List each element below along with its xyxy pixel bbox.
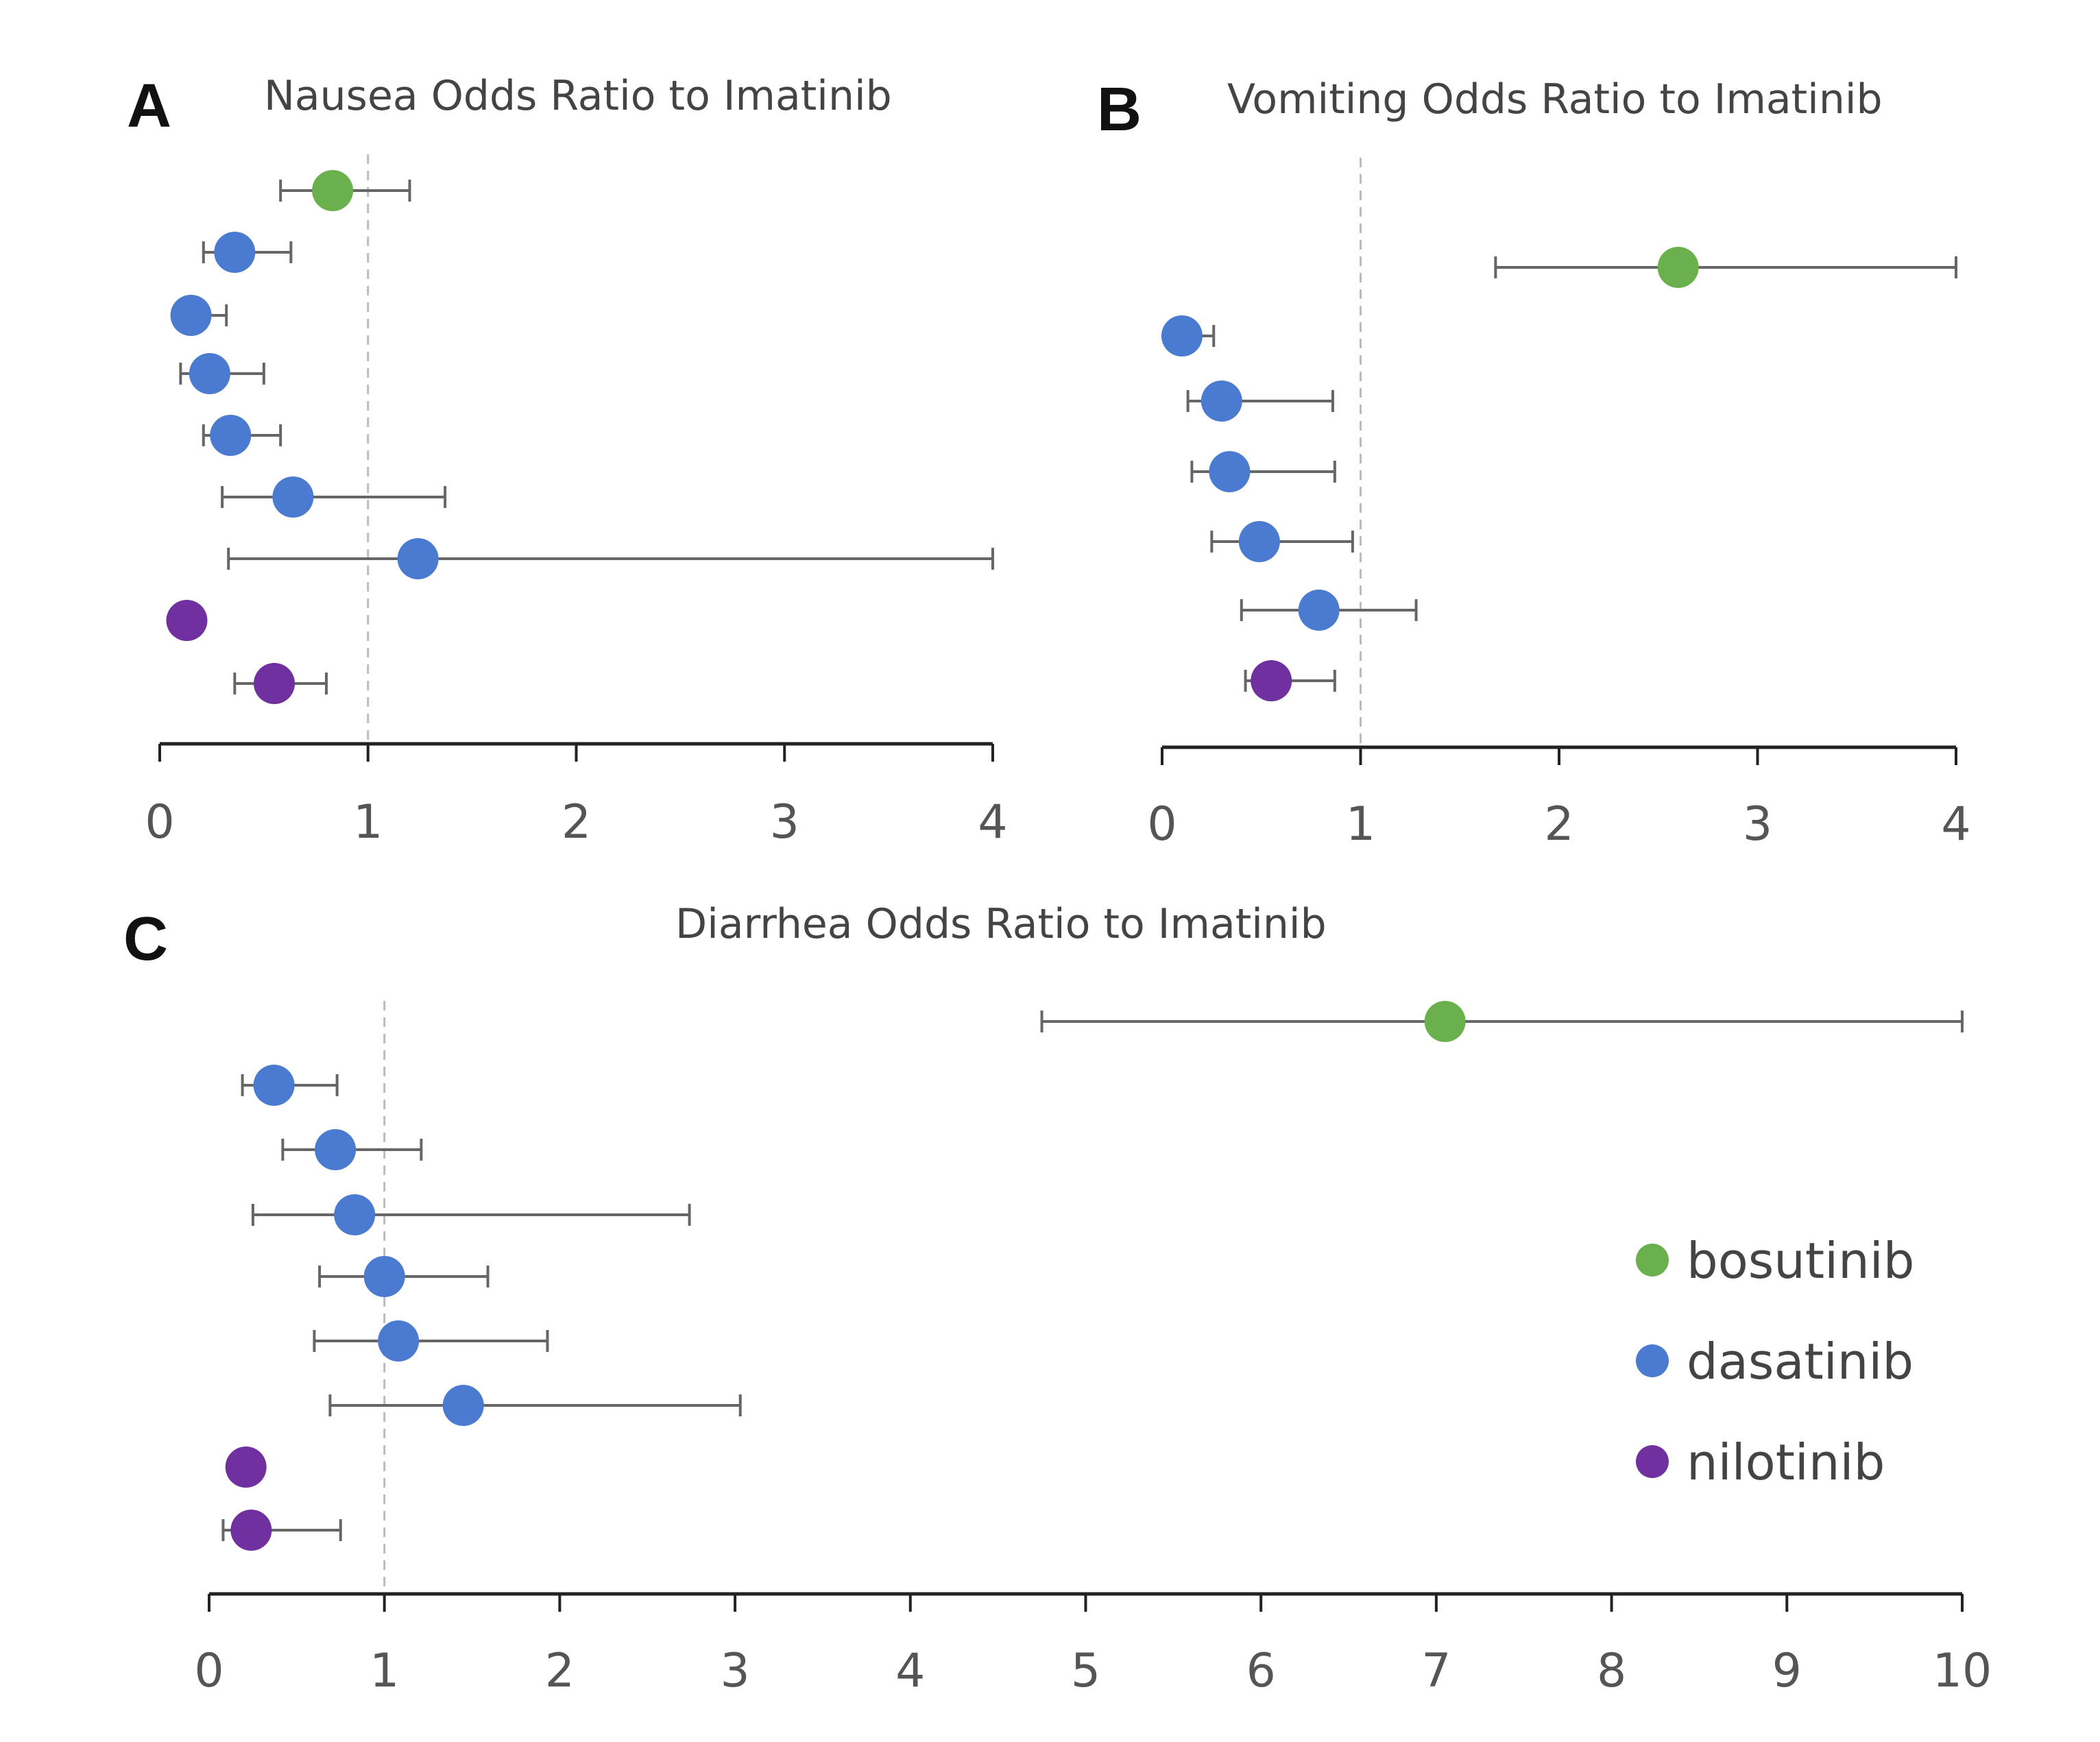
legend-marker xyxy=(1636,1445,1669,1478)
panel-c-point-bosutinib xyxy=(1040,1001,1964,1042)
panel-a-point-dasatinib xyxy=(170,295,228,336)
panel-a-x-tick-label: 1 xyxy=(353,795,383,849)
panel-c-plot: 0 1 2 3 4 5 6 7 8 9 10 xyxy=(194,1001,1992,1698)
panel-a-point-dasatinib xyxy=(227,538,994,579)
marker-dasatinib xyxy=(1161,315,1203,356)
panel-b-x-tick-label: 1 xyxy=(1346,797,1375,851)
marker-dasatinib xyxy=(442,1385,484,1426)
marker-dasatinib xyxy=(1238,521,1280,562)
legend-item-dasatinib: dasatinib xyxy=(1636,1333,1914,1390)
marker-nilotinib xyxy=(254,663,295,704)
panel-b-point-bosutinib xyxy=(1494,247,1957,288)
panel-c-title: Diarrhea Odds Ratio to Imatinib xyxy=(675,900,1327,948)
panel-b-title: Vomiting Odds Ratio to Imatinib xyxy=(1227,75,1883,123)
legend-label: dasatinib xyxy=(1687,1333,1914,1390)
legend-item-bosutinib: bosutinib xyxy=(1636,1232,1914,1290)
marker-dasatinib xyxy=(170,295,212,336)
panel-c-x-tick-label: 5 xyxy=(1071,1644,1100,1698)
panel-b-letter: B xyxy=(1097,75,1142,144)
panel-a-title: Nausea Odds Ratio to Imatinib xyxy=(264,72,892,120)
panel-a-point-dasatinib xyxy=(221,476,447,518)
panel-a-point-nilotinib xyxy=(166,600,208,641)
panel-b-plot: 0 1 2 3 4 xyxy=(1147,158,1971,851)
legend-marker xyxy=(1636,1244,1669,1277)
marker-dasatinib xyxy=(189,353,230,394)
panel-a-point-nilotinib xyxy=(233,663,328,704)
panel-b-point-dasatinib xyxy=(1161,315,1216,356)
marker-dasatinib xyxy=(253,1065,295,1106)
panel-b-point-dasatinib xyxy=(1186,380,1334,422)
marker-dasatinib xyxy=(272,476,314,518)
panel-b-x-tick-label: 0 xyxy=(1147,797,1176,851)
marker-nilotinib xyxy=(166,600,208,641)
marker-nilotinib xyxy=(1251,660,1292,701)
panel-c-x-tick-label: 7 xyxy=(1421,1644,1451,1698)
panel-c-point-nilotinib xyxy=(221,1510,342,1551)
panel-a-x-tick-label: 3 xyxy=(770,795,799,849)
panel-c-point-dasatinib xyxy=(281,1129,423,1170)
panel-a-point-dasatinib xyxy=(202,232,293,273)
legend: bosutinib dasatinib nilotinib xyxy=(1636,1232,1914,1491)
panel-c-letter: C xyxy=(123,905,168,973)
panel-b-point-dasatinib xyxy=(1240,590,1418,631)
panel-a-x-tick-label: 4 xyxy=(978,795,1007,849)
marker-dasatinib xyxy=(210,415,252,456)
marker-dasatinib xyxy=(214,232,256,273)
panel-c-x-tick-label: 9 xyxy=(1772,1644,1802,1698)
marker-dasatinib xyxy=(1200,380,1242,422)
panel-c-point-dasatinib xyxy=(251,1194,691,1235)
panel-a-point-bosutinib xyxy=(279,170,411,211)
panel-c-point-dasatinib xyxy=(328,1385,742,1426)
panel-c-x-tick-label: 4 xyxy=(895,1644,925,1698)
panel-c-point-dasatinib xyxy=(318,1256,490,1297)
panel-c-x-tick-label: 6 xyxy=(1246,1644,1276,1698)
panel-a-point-dasatinib xyxy=(179,353,265,394)
legend-label: bosutinib xyxy=(1687,1232,1914,1290)
panel-c-x-tick-label: 2 xyxy=(545,1644,575,1698)
panel-c-x-tick-label: 8 xyxy=(1597,1644,1626,1698)
marker-bosutinib xyxy=(312,170,354,211)
panel-a-nausea-chart: A Nausea Odds Ratio to Imatinib 0 1 2 3 4 xyxy=(127,72,1008,849)
panel-b-x-tick-label: 3 xyxy=(1743,797,1772,851)
marker-nilotinib xyxy=(230,1510,272,1551)
marker-dasatinib xyxy=(315,1129,357,1170)
legend-item-nilotinib: nilotinib xyxy=(1636,1433,1885,1491)
panel-a-point-dasatinib xyxy=(202,415,282,456)
marker-dasatinib xyxy=(1209,451,1251,492)
panel-b-x-tick-label: 2 xyxy=(1544,797,1573,851)
panel-c-point-nilotinib xyxy=(225,1447,267,1488)
panel-a-plot: 0 1 2 3 4 xyxy=(145,154,1008,849)
marker-bosutinib xyxy=(1424,1001,1466,1042)
panel-b-point-dasatinib xyxy=(1190,451,1336,492)
marker-dasatinib xyxy=(397,538,439,579)
marker-bosutinib xyxy=(1657,247,1699,288)
panel-a-x-tick-label: 2 xyxy=(562,795,591,849)
panel-c-x-tick-label: 3 xyxy=(720,1644,749,1698)
legend-marker xyxy=(1636,1344,1669,1377)
panel-a-x-tick-label: 0 xyxy=(145,795,174,849)
panel-b-x-tick-label: 4 xyxy=(1941,797,1970,851)
marker-dasatinib xyxy=(363,1256,405,1297)
panel-c-x-tick-label: 1 xyxy=(370,1644,399,1698)
legend-label: nilotinib xyxy=(1687,1433,1885,1491)
panel-c-point-dasatinib xyxy=(313,1320,549,1362)
marker-dasatinib xyxy=(334,1194,376,1235)
marker-dasatinib xyxy=(378,1320,420,1362)
marker-dasatinib xyxy=(1298,590,1340,631)
marker-nilotinib xyxy=(225,1447,267,1488)
panel-c-x-tick-label: 0 xyxy=(194,1644,224,1698)
panel-c-diarrhea-chart: C Diarrhea Odds Ratio to Imatinib 0 1 2 3 4 5… xyxy=(123,900,1992,1698)
panel-b-vomiting-chart: B Vomiting Odds Ratio to Imatinib 0 1 2 3 4 xyxy=(1097,75,1971,851)
panel-a-letter: A xyxy=(127,72,171,141)
panel-c-x-tick-label: 10 xyxy=(1933,1644,1992,1698)
panel-b-point-dasatinib xyxy=(1210,521,1354,562)
panel-c-point-dasatinib xyxy=(241,1065,339,1106)
panel-b-point-nilotinib xyxy=(1244,660,1336,701)
